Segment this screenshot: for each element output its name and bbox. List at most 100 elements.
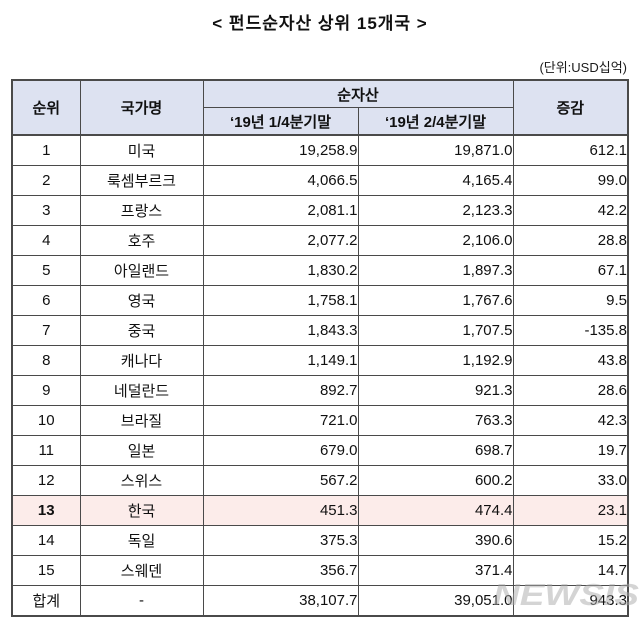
cell-change: 28.6 xyxy=(512,375,629,406)
total-q2-value: 39,051.0 xyxy=(357,585,514,617)
table-row: 10 브라질 721.0 763.3 42.3 xyxy=(11,405,629,436)
cell-q1: 679.0 xyxy=(202,435,359,466)
total-q1-value: 38,107.7 xyxy=(202,585,359,617)
header-rank: 순위 xyxy=(11,79,81,136)
cell-q1: 2,081.1 xyxy=(202,195,359,226)
header-net-assets: 순자산 xyxy=(202,79,514,108)
cell-q1: 375.3 xyxy=(202,525,359,556)
cell-q2: 1,897.3 xyxy=(357,255,514,286)
cell-rank: 7 xyxy=(11,315,81,346)
cell-country: 한국 xyxy=(79,495,204,526)
table-row: 15 스웨덴 356.7 371.4 14.7 xyxy=(11,555,629,586)
table-row: 9 네덜란드 892.7 921.3 28.6 xyxy=(11,375,629,406)
cell-rank: 6 xyxy=(11,285,81,316)
cell-rank: 5 xyxy=(11,255,81,286)
cell-q2: 390.6 xyxy=(357,525,514,556)
header-q1-end: ‘19년 1/4분기말 xyxy=(202,107,359,136)
cell-change: 42.3 xyxy=(512,405,629,436)
table-row: 6 영국 1,758.1 1,767.6 9.5 xyxy=(11,285,629,316)
cell-q1: 4,066.5 xyxy=(202,165,359,196)
cell-q1: 19,258.9 xyxy=(202,134,359,166)
cell-q2: 371.4 xyxy=(357,555,514,586)
cell-country: 캐나다 xyxy=(79,345,204,376)
header-country: 국가명 xyxy=(79,79,204,136)
total-row: 합계 - 38,107.7 39,051.0 943.3 xyxy=(11,585,629,617)
cell-rank: 12 xyxy=(11,465,81,496)
cell-change: 43.8 xyxy=(512,345,629,376)
cell-q2: 2,106.0 xyxy=(357,225,514,256)
table-row: 8 캐나다 1,149.1 1,192.9 43.8 xyxy=(11,345,629,376)
cell-country: 미국 xyxy=(79,134,204,166)
cell-change: 33.0 xyxy=(512,465,629,496)
cell-country: 아일랜드 xyxy=(79,255,204,286)
cell-q1: 721.0 xyxy=(202,405,359,436)
cell-q2: 4,165.4 xyxy=(357,165,514,196)
total-label: 합계 xyxy=(11,585,81,617)
cell-q1: 1,149.1 xyxy=(202,345,359,376)
header-q2-end: ‘19년 2/4분기말 xyxy=(357,107,514,136)
cell-rank: 9 xyxy=(11,375,81,406)
cell-change: 15.2 xyxy=(512,525,629,556)
cell-country: 중국 xyxy=(79,315,204,346)
cell-rank: 8 xyxy=(11,345,81,376)
cell-country: 브라질 xyxy=(79,405,204,436)
cell-country: 스위스 xyxy=(79,465,204,496)
cell-change: 9.5 xyxy=(512,285,629,316)
unit-label: (단위:USD십억) xyxy=(539,60,627,75)
cell-q1: 1,830.2 xyxy=(202,255,359,286)
table-row: 7 중국 1,843.3 1,707.5 -135.8 xyxy=(11,315,629,346)
table-row: 3 프랑스 2,081.1 2,123.3 42.2 xyxy=(11,195,629,226)
cell-rank: 14 xyxy=(11,525,81,556)
cell-rank: 4 xyxy=(11,225,81,256)
cell-q1: 1,758.1 xyxy=(202,285,359,316)
cell-q2: 921.3 xyxy=(357,375,514,406)
cell-rank: 10 xyxy=(11,405,81,436)
cell-change: 612.1 xyxy=(512,134,629,166)
cell-change: 28.8 xyxy=(512,225,629,256)
cell-country: 영국 xyxy=(79,285,204,316)
total-country: - xyxy=(79,585,204,617)
table-header: 순위 국가명 순자산 증감 ‘19년 1/4분기말 ‘19년 2/4분기말 xyxy=(11,79,629,136)
cell-q2: 763.3 xyxy=(357,405,514,436)
cell-change: 23.1 xyxy=(512,495,629,526)
cell-rank: 11 xyxy=(11,435,81,466)
cell-q2: 474.4 xyxy=(357,495,514,526)
cell-q2: 1,707.5 xyxy=(357,315,514,346)
cell-q2: 698.7 xyxy=(357,435,514,466)
cell-rank: 3 xyxy=(11,195,81,226)
cell-q1: 451.3 xyxy=(202,495,359,526)
cell-q2: 600.2 xyxy=(357,465,514,496)
cell-rank: 13 xyxy=(11,495,81,526)
cell-change: 19.7 xyxy=(512,435,629,466)
cell-country: 독일 xyxy=(79,525,204,556)
total-change-value: 943.3 xyxy=(512,585,629,617)
cell-q1: 567.2 xyxy=(202,465,359,496)
cell-q2: 1,192.9 xyxy=(357,345,514,376)
page-title: < 펀드순자산 상위 15개국 > xyxy=(212,14,428,33)
cell-q2: 2,123.3 xyxy=(357,195,514,226)
table-row: 11 일본 679.0 698.7 19.7 xyxy=(11,435,629,466)
cell-rank: 2 xyxy=(11,165,81,196)
cell-change: -135.8 xyxy=(512,315,629,346)
cell-q2: 1,767.6 xyxy=(357,285,514,316)
table-row: 4 호주 2,077.2 2,106.0 28.8 xyxy=(11,225,629,256)
table-row: 14 독일 375.3 390.6 15.2 xyxy=(11,525,629,556)
cell-rank: 15 xyxy=(11,555,81,586)
table-row: 1 미국 19,258.9 19,871.0 612.1 xyxy=(11,134,629,166)
cell-country: 호주 xyxy=(79,225,204,256)
header-row-2: ‘19년 1/4분기말 ‘19년 2/4분기말 xyxy=(12,107,628,136)
table-row: 13 한국 451.3 474.4 23.1 xyxy=(11,495,629,526)
header-row-1: 순위 국가명 순자산 증감 xyxy=(11,79,629,136)
header-change: 증감 xyxy=(512,79,629,136)
table-row: 12 스위스 567.2 600.2 33.0 xyxy=(11,465,629,496)
cell-change: 67.1 xyxy=(512,255,629,286)
cell-q1: 1,843.3 xyxy=(202,315,359,346)
cell-country: 일본 xyxy=(79,435,204,466)
table-footer: 합계 - 38,107.7 39,051.0 943.3 xyxy=(11,585,629,617)
cell-change: 99.0 xyxy=(512,165,629,196)
cell-change: 42.2 xyxy=(512,195,629,226)
cell-q2: 19,871.0 xyxy=(357,134,514,166)
cell-rank: 1 xyxy=(11,134,81,166)
